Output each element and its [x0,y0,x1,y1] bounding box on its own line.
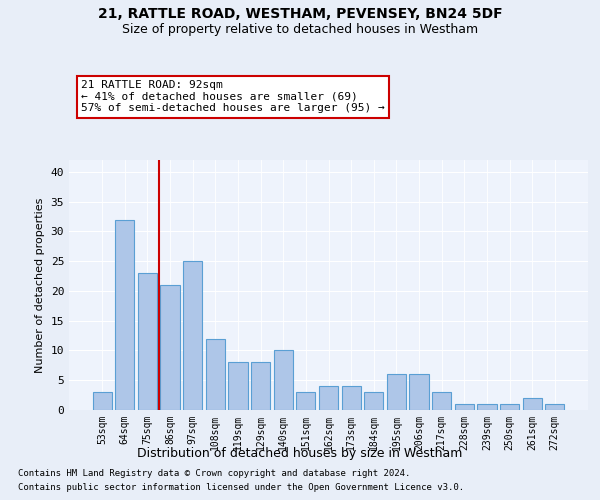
Bar [500,404,519,410]
Bar [229,362,248,410]
Bar [251,362,270,410]
Text: Contains HM Land Registry data © Crown copyright and database right 2024.: Contains HM Land Registry data © Crown c… [18,468,410,477]
Text: Size of property relative to detached houses in Westham: Size of property relative to detached ho… [122,22,478,36]
Bar [523,398,542,410]
Bar [432,392,451,410]
Bar [92,392,112,410]
Bar [387,374,406,410]
Bar [455,404,474,410]
Bar [319,386,338,410]
Bar [183,261,202,410]
Text: Distribution of detached houses by size in Westham: Distribution of detached houses by size … [137,448,463,460]
Bar [115,220,134,410]
Text: 21 RATTLE ROAD: 92sqm
← 41% of detached houses are smaller (69)
57% of semi-deta: 21 RATTLE ROAD: 92sqm ← 41% of detached … [81,80,385,113]
Bar [206,338,225,410]
Text: 21, RATTLE ROAD, WESTHAM, PEVENSEY, BN24 5DF: 21, RATTLE ROAD, WESTHAM, PEVENSEY, BN24… [98,8,502,22]
Bar [341,386,361,410]
Bar [274,350,293,410]
Text: Contains public sector information licensed under the Open Government Licence v3: Contains public sector information licen… [18,484,464,492]
Y-axis label: Number of detached properties: Number of detached properties [35,198,45,372]
Bar [409,374,428,410]
Bar [138,273,157,410]
Bar [364,392,383,410]
Bar [160,285,180,410]
Bar [545,404,565,410]
Bar [477,404,497,410]
Bar [296,392,316,410]
